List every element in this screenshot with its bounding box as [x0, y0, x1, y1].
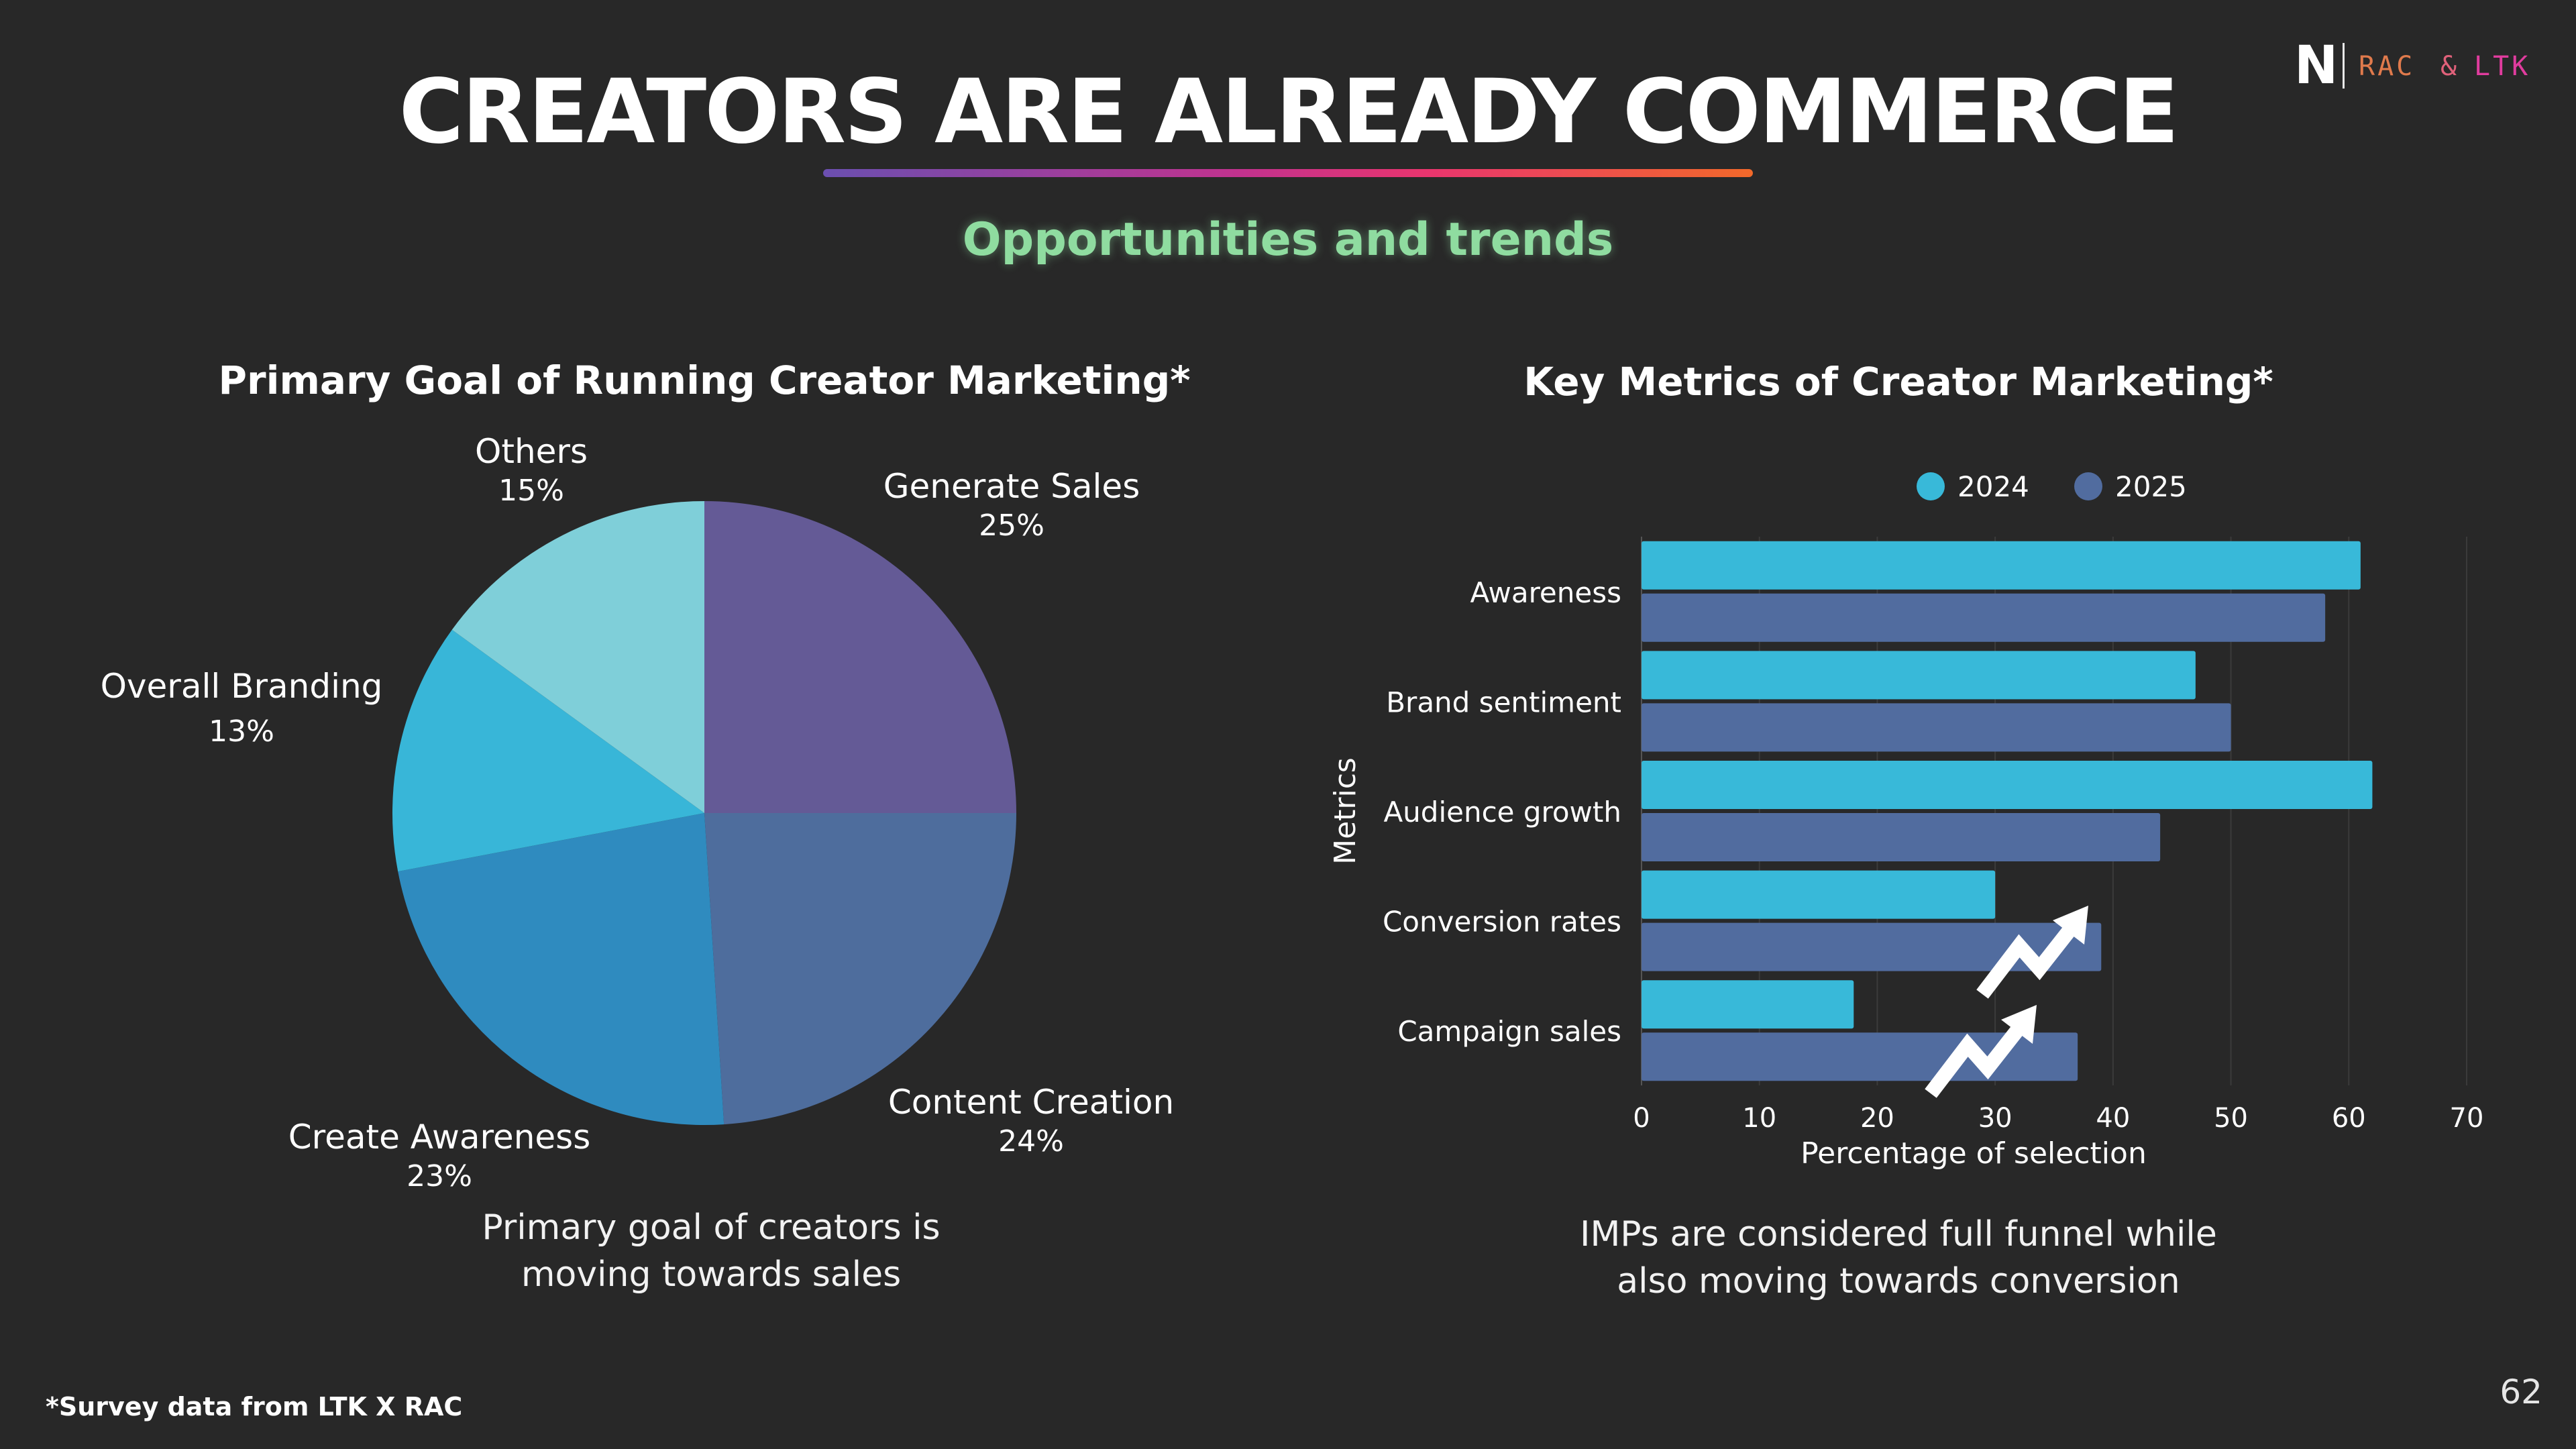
x-tick-label-40: 40 [2096, 1103, 2130, 1134]
slide-subtitle: Opportunities and trends [962, 213, 1614, 266]
pie-value-generate-sales: 25% [979, 508, 1044, 543]
trend-arrow-line [1976, 917, 2082, 999]
pie-value-others: 15% [498, 474, 564, 508]
trend-arrow-head [2001, 1005, 2037, 1044]
logo-divider [2343, 43, 2345, 89]
trend-up-arrow-icon [1976, 906, 2088, 999]
bar-chart: Awareness Brand sentiment Audience growth C… [1328, 470, 2484, 1171]
logo-ampersand: & [2440, 51, 2457, 82]
x-axis-label: Percentage of selection [1801, 1136, 2147, 1171]
trend-arrow-line [1925, 1016, 2031, 1098]
pie-label-overall-branding: Overall Branding [101, 667, 383, 706]
bar-2025-audience-growth [1642, 813, 2161, 861]
category-label-conversion-rates: Conversion rates [1383, 906, 1621, 938]
category-label-campaign-sales: Campaign sales [1397, 1015, 1621, 1048]
pie-chart-title: Primary Goal of Running Creator Marketin… [218, 358, 1191, 403]
pie-value-overall-branding: 13% [209, 714, 274, 749]
pie-caption: Primary goal of creators is moving towar… [376, 1204, 1046, 1298]
pie-slice-overall-branding [392, 629, 704, 872]
logo-partner-ltk: LTK [2474, 51, 2531, 82]
pie-label-generate-sales: Generate Sales [883, 467, 1140, 506]
pie-slice-generate-sales [704, 501, 1016, 813]
pie-caption-line-1: Primary goal of creators is [482, 1208, 941, 1248]
legend-label-2024: 2024 [1957, 470, 2029, 503]
trend-up-arrow-icon [1925, 1005, 2037, 1098]
bar-2024-awareness [1642, 541, 2361, 590]
legend-label-2025: 2025 [2115, 470, 2187, 503]
pie-slice-create-awareness [398, 813, 724, 1126]
x-tick-label-20: 20 [1860, 1103, 1894, 1134]
slide-title: CREATORS ARE ALREADY COMMERCE [398, 60, 2180, 164]
title-gradient-underline [823, 169, 1753, 177]
x-tick-label-50: 50 [2214, 1103, 2248, 1134]
bar-2025-awareness [1642, 593, 2326, 642]
legend-marker-2025 [2074, 472, 2102, 500]
bar-2025-conversion-rates [1642, 922, 2102, 971]
pie-label-others: Others [475, 432, 588, 471]
pie-label-create-awareness: Create Awareness [288, 1118, 591, 1157]
pie-slice-content-creation [704, 813, 1016, 1125]
x-tick-label-10: 10 [1742, 1103, 1776, 1134]
category-label-audience-growth: Audience growth [1383, 796, 1621, 828]
logo-partner-rac: RAC [2359, 51, 2416, 82]
bar-2024-audience-growth [1642, 761, 2373, 809]
legend-marker-2024 [1917, 472, 1945, 500]
footnote: *Survey data from LTK X RAC [46, 1392, 463, 1421]
brand-logo: N RAC & LTK [2294, 39, 2536, 93]
pie-value-create-awareness: 23% [407, 1159, 472, 1193]
x-tick-label-60: 60 [2332, 1103, 2366, 1134]
trend-arrow-head [2053, 906, 2088, 945]
bar-2024-campaign-sales [1642, 980, 1854, 1029]
category-label-awareness: Awareness [1470, 576, 1621, 609]
pie-slice-others [451, 501, 704, 813]
bar-caption-line-1: IMPs are considered full funnel while [1580, 1214, 2217, 1254]
x-tick-label-0: 0 [1633, 1103, 1650, 1134]
bar-chart-title: Key Metrics of Creator Marketing* [1523, 359, 2273, 405]
bar-2024-brand-sentiment [1642, 651, 2196, 700]
x-tick-label-30: 30 [1978, 1103, 2012, 1134]
page-number: 62 [2500, 1373, 2542, 1411]
pie-label-content-creation: Content Creation [888, 1083, 1174, 1122]
x-tick-label-70: 70 [2450, 1103, 2484, 1134]
bar-caption: IMPs are considered full funnel while al… [1496, 1211, 2301, 1305]
pie-value-content-creation: 24% [998, 1124, 1064, 1159]
category-label-brand-sentiment: Brand sentiment [1386, 686, 1621, 718]
y-axis-label: Metrics [1328, 757, 1362, 865]
bar-2024-conversion-rates [1642, 870, 1996, 919]
logo-mark: N [2294, 36, 2339, 96]
bar-2025-brand-sentiment [1642, 703, 2231, 752]
bar-caption-line-2: also moving towards conversion [1617, 1261, 2180, 1301]
pie-caption-line-2: moving towards sales [521, 1254, 902, 1295]
